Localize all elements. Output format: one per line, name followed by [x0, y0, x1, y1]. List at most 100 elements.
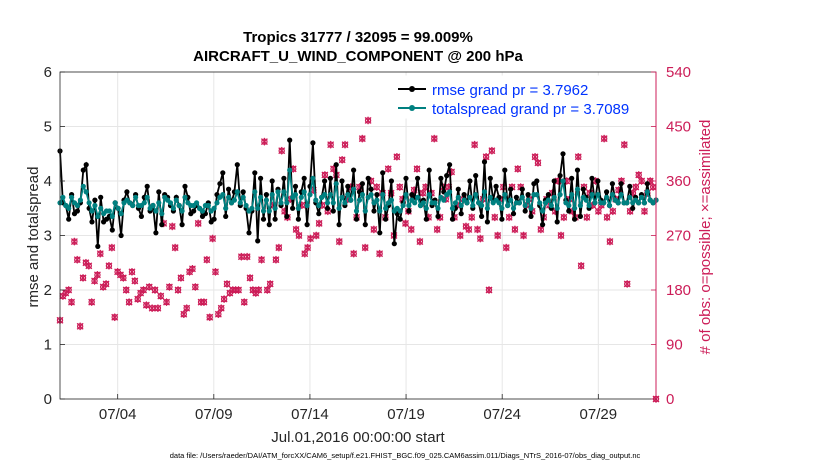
rmse-point [339, 178, 345, 184]
spread-point [80, 183, 86, 189]
obs-count-marker [88, 298, 96, 306]
spread-point [130, 202, 136, 209]
rmse-point [383, 216, 389, 222]
obs-count-marker [79, 274, 87, 282]
obs-count-marker [240, 298, 248, 306]
spread-point [301, 189, 307, 195]
rmse-point [609, 181, 616, 187]
legend-rmse-marker [409, 86, 415, 92]
legend-box [392, 75, 654, 119]
obs-count-marker [376, 249, 384, 258]
obs-count-marker [163, 298, 170, 306]
rmse-point [234, 162, 240, 168]
spread-point [255, 205, 261, 211]
obs-count-marker [638, 177, 646, 185]
obs-count-marker [168, 222, 176, 231]
x-tick-label: 07/04 [99, 406, 137, 423]
obs-count-marker [476, 234, 484, 243]
rmse-point [223, 213, 229, 219]
rmse-point [479, 213, 485, 219]
rmse-point [83, 162, 89, 168]
rmse-point [572, 216, 578, 222]
obs-count-marker [373, 183, 381, 191]
spread-point [327, 192, 333, 198]
legend: rmse grand pr = 3.7962 totalspread grand… [392, 75, 654, 119]
obs-count-marker [312, 231, 320, 240]
obs-count-marker [260, 137, 268, 146]
y-tick-label-right: 270 [666, 228, 691, 245]
rmse-point [528, 213, 534, 219]
rmse-point [260, 216, 267, 222]
x-axis-label: Jul.01,2016 00:00:00 start [271, 429, 445, 446]
obs-count-marker [96, 249, 104, 258]
rmse-point [577, 213, 584, 219]
rmse-point [269, 178, 275, 184]
spread-point [60, 194, 66, 200]
obs-count-marker [511, 225, 519, 234]
rmse-point [444, 173, 450, 179]
obs-count-marker [214, 310, 222, 319]
obs-count-marker [494, 231, 502, 240]
rmse-point [330, 208, 336, 214]
obs-count-marker [626, 207, 634, 216]
spread-point [496, 200, 502, 206]
rmse-point [118, 232, 124, 239]
chart-title-line2: AIRCRAFT_U_WIND_COMPONENT @ 200 hPa [193, 48, 523, 65]
spread-point [179, 208, 185, 214]
spread-point [66, 205, 72, 211]
spread-point [115, 205, 121, 211]
legend-rmse-label: rmse grand pr = 3.7962 [432, 82, 588, 99]
rmse-point [540, 222, 546, 228]
obs-count-marker [350, 249, 358, 258]
spread-point [638, 194, 645, 200]
obs-count-marker [534, 159, 542, 167]
obs-count-marker [537, 225, 545, 234]
spread-point [545, 197, 552, 203]
rmse-point [447, 162, 453, 168]
obs-count-marker [108, 243, 116, 252]
spread-point [167, 200, 174, 206]
rmse-point [397, 216, 403, 222]
obs-count-marker [142, 301, 150, 309]
spread-point [589, 192, 595, 198]
y-tick-label-left: 5 [44, 119, 52, 136]
obs-count-marker [514, 165, 522, 173]
obs-count-marker [148, 304, 156, 312]
axis-ticks: 0 1 2 3 4 5 6 0 90 180 270 360 450 540 07/04 07/09 07/14… [44, 64, 691, 423]
y-tick-label-right: 90 [666, 337, 683, 354]
spread-point [388, 197, 394, 203]
obs-count-marker [301, 249, 309, 258]
y-tick-label-left: 3 [44, 228, 52, 245]
y-tick-label-right: 450 [666, 119, 691, 136]
spread-point [473, 192, 479, 198]
spread-point [557, 192, 563, 198]
rmse-point [473, 173, 479, 179]
spread-point [243, 202, 249, 209]
spread-point [560, 178, 566, 184]
obs-count-marker [194, 219, 202, 228]
rmse-point [423, 216, 429, 222]
rmse-point [374, 192, 380, 198]
rmse-point [287, 137, 293, 143]
spread-point [356, 197, 363, 203]
spread-point [348, 197, 354, 203]
spread-point [304, 202, 310, 209]
rmse-point [226, 186, 232, 192]
rmse-point [351, 167, 357, 173]
obs-count-marker [468, 213, 476, 222]
spread-point [641, 200, 648, 206]
obs-count-marker [91, 277, 99, 285]
y-tick-label-left: 1 [44, 337, 52, 354]
spread-point [260, 208, 267, 214]
rmse-point [525, 192, 531, 198]
obs-count-marker [105, 261, 113, 270]
x-tick-label: 07/19 [387, 406, 425, 423]
obs-count-marker [430, 134, 438, 143]
obs-count-marker [364, 116, 372, 125]
obs-count-marker [560, 213, 568, 222]
obs-count-marker [125, 298, 133, 306]
spread-point [95, 213, 101, 219]
spread-point [467, 194, 473, 200]
spread-point [627, 194, 633, 200]
obs-count-marker [471, 140, 479, 149]
